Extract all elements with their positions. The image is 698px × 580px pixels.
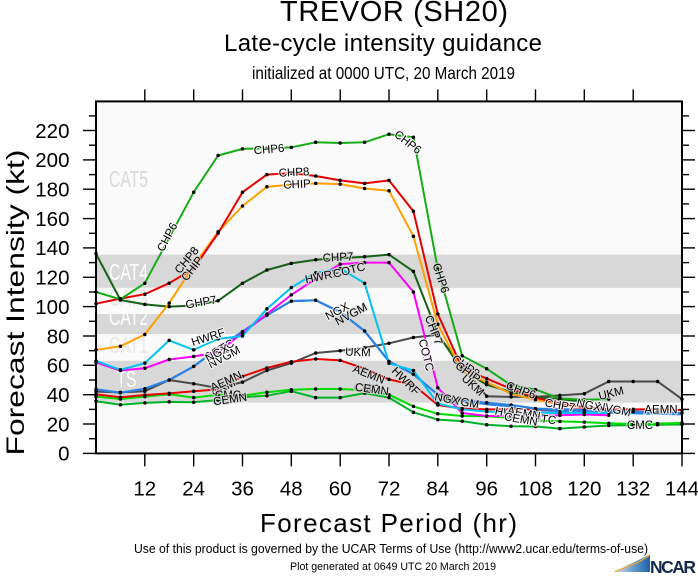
svg-text:84: 84	[426, 478, 449, 501]
svg-text:220: 220	[35, 120, 69, 143]
svg-text:CAT2: CAT2	[109, 304, 148, 330]
svg-text:20: 20	[47, 413, 70, 436]
svg-text:144: 144	[665, 478, 698, 501]
svg-text:40: 40	[47, 384, 70, 407]
svg-text:TREVOR (SH20): TREVOR (SH20)	[280, 0, 508, 28]
svg-text:CAT5: CAT5	[109, 166, 148, 192]
svg-text:96: 96	[475, 478, 498, 501]
svg-text:Use of this product is governe: Use of this product is governed by the U…	[134, 541, 648, 556]
svg-text:CMC: CMC	[627, 420, 653, 432]
svg-text:132: 132	[616, 478, 650, 501]
svg-text:180: 180	[35, 179, 69, 202]
svg-text:CHP6: CHP6	[253, 143, 285, 158]
svg-text:CEMN: CEMN	[213, 392, 248, 409]
svg-text:CMC: CMC	[215, 390, 241, 402]
svg-text:CHP7: CHP7	[322, 251, 353, 265]
svg-text:24: 24	[182, 478, 205, 501]
svg-text:160: 160	[35, 208, 69, 231]
svg-text:80: 80	[47, 325, 70, 348]
svg-text:0: 0	[58, 443, 69, 466]
svg-text:CHP8: CHP8	[278, 166, 309, 180]
svg-text:Forecast Intensity (kt): Forecast Intensity (kt)	[2, 150, 30, 456]
svg-text:Late-cycle intensity guidance: Late-cycle intensity guidance	[224, 30, 542, 57]
svg-text:120: 120	[567, 478, 601, 501]
svg-text:100: 100	[35, 296, 69, 319]
svg-text:UKM: UKM	[345, 347, 371, 360]
svg-text:60: 60	[47, 355, 70, 378]
svg-text:36: 36	[231, 478, 254, 501]
svg-text:COTC: COTC	[523, 411, 557, 427]
svg-text:Forecast Period (hr): Forecast Period (hr)	[260, 508, 517, 538]
svg-text:CAT4: CAT4	[109, 259, 148, 285]
svg-text:initialized at 0000 UTC, 20 Ma: initialized at 0000 UTC, 20 March 2019	[252, 63, 515, 83]
svg-text:CEMN: CEMN	[354, 382, 389, 399]
svg-text:72: 72	[378, 478, 401, 501]
svg-text:NGX: NGX	[434, 391, 461, 407]
svg-text:108: 108	[518, 478, 552, 501]
svg-text:200: 200	[35, 149, 69, 172]
svg-text:120: 120	[35, 267, 69, 290]
svg-text:Plot generated at 0649 UTC 20: Plot generated at 0649 UTC 20 March 2019	[290, 561, 496, 573]
svg-text:48: 48	[280, 478, 303, 501]
svg-text:CMC: CMC	[353, 382, 380, 396]
svg-text:140: 140	[35, 237, 69, 260]
svg-text:NCAR: NCAR	[650, 557, 696, 575]
svg-text:AEMN: AEMN	[644, 405, 677, 417]
svg-text:12: 12	[133, 478, 156, 501]
svg-text:TS: TS	[117, 366, 137, 392]
svg-text:CHIP: CHIP	[283, 178, 311, 191]
svg-text:60: 60	[329, 478, 352, 501]
